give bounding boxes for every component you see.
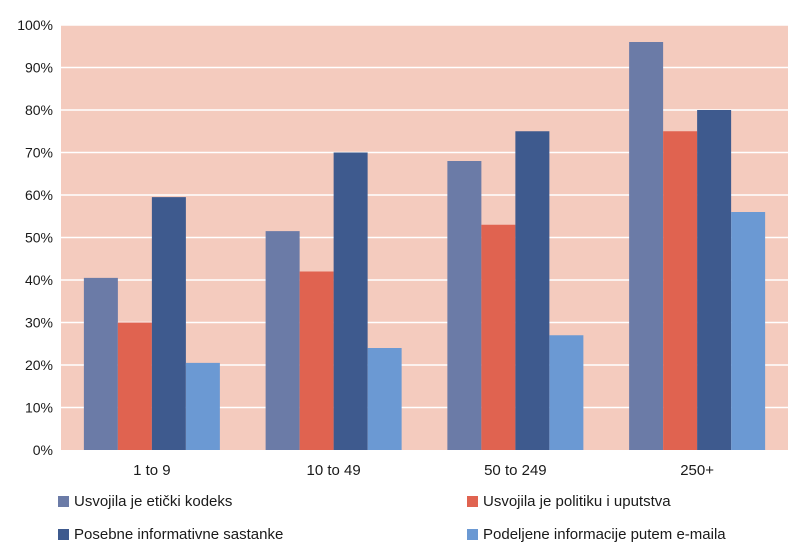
bar (151, 197, 186, 450)
y-tick-label: 90% (25, 60, 53, 76)
bar (447, 161, 482, 450)
bar (731, 212, 766, 450)
bar (265, 231, 300, 450)
bar (299, 271, 334, 450)
bar (481, 224, 516, 450)
y-tick-label: 50% (25, 230, 53, 246)
y-tick-label: 60% (25, 187, 53, 203)
y-tick-label: 30% (25, 315, 53, 331)
bar (367, 348, 402, 450)
x-tick-label: 250+ (680, 462, 714, 479)
bar (629, 42, 664, 450)
y-axis-tick-labels: 0% 10% 20% 30% 40% 50% 60% 70% 80% 90% 100% (17, 17, 53, 458)
bar (83, 277, 118, 450)
bar (663, 131, 698, 450)
y-tick-label: 80% (25, 102, 53, 118)
y-tick-label: 0% (33, 442, 53, 458)
bar (549, 335, 584, 450)
bar (697, 110, 732, 450)
x-tick-label: 10 to 49 (307, 462, 361, 479)
bar (185, 362, 220, 450)
bar (117, 322, 152, 450)
y-tick-label: 100% (17, 17, 53, 33)
y-tick-label: 40% (25, 272, 53, 288)
y-tick-label: 70% (25, 145, 53, 161)
bar (333, 152, 368, 450)
y-tick-label: 10% (25, 400, 53, 416)
bar (515, 131, 550, 450)
x-axis-tick-labels: 1 to 9 10 to 49 50 to 249 250+ (133, 462, 714, 479)
x-tick-label: 50 to 249 (484, 462, 547, 479)
bars (83, 42, 766, 450)
x-tick-label: 1 to 9 (133, 462, 171, 479)
y-tick-label: 20% (25, 357, 53, 373)
